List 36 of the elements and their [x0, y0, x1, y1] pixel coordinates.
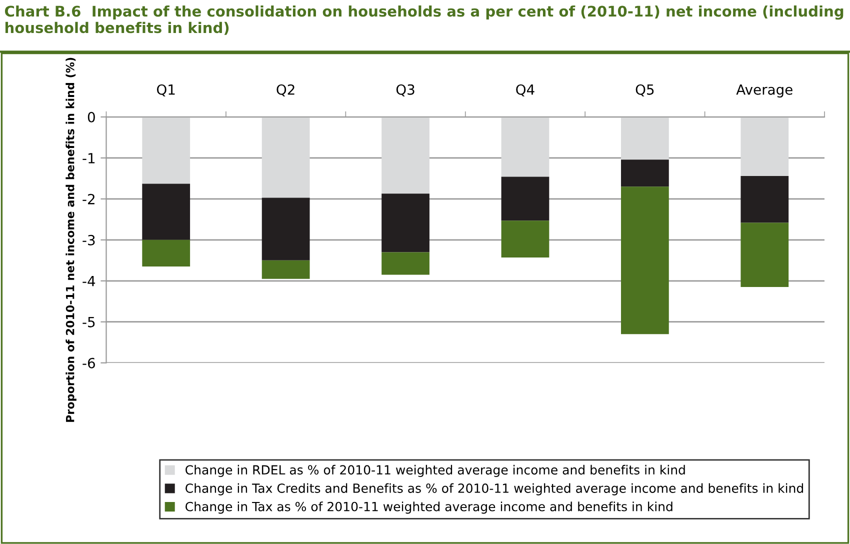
- bar: [501, 176, 550, 221]
- y-tick-label: 0: [88, 112, 95, 122]
- y-tick-label: -1: [82, 153, 95, 164]
- legend-label: Change in RDEL as % of 2010-11 weighted average income and benefits in kind: [186, 464, 685, 478]
- legend-label: Change in Tax as % of 2010-11 weighted average income and benefits in kind: [186, 502, 672, 514]
- y-tick-label: -3: [82, 234, 95, 246]
- y-tick-label: -5: [82, 317, 95, 328]
- x-tick-label: Average: [736, 84, 792, 98]
- bar: [501, 116, 550, 177]
- y-tick-label: -4: [82, 276, 96, 286]
- bar: [740, 176, 789, 223]
- x-tick-label: Q2: [276, 84, 294, 96]
- x-tick-label: Q3: [396, 84, 414, 96]
- bar: [142, 240, 190, 267]
- bar: [620, 116, 669, 160]
- bar: [382, 194, 430, 252]
- y-axis-title: Proportion of 2010-11 net income and benefits in kind (%): [66, 58, 76, 422]
- x-tick-label: Q1: [157, 84, 175, 96]
- legend-label: Change in Tax Credits and Benefits as % of 2010-11 weighted average income and benefits in kind: [186, 483, 804, 496]
- bar: [142, 116, 190, 184]
- y-tick-label: -2: [82, 194, 94, 204]
- bar: [740, 222, 789, 288]
- bar: [382, 252, 430, 275]
- bar: [620, 160, 669, 187]
- bar: [262, 198, 310, 260]
- bar: [262, 116, 310, 198]
- chart-title: Chart B.6 Impact of the consolidation on households as a per cent of (2010-11) net income (including household benefits in kind): [4, 5, 844, 35]
- bar: [382, 116, 430, 194]
- bar: [262, 260, 310, 279]
- x-tick-label: Q5: [636, 84, 654, 96]
- x-tick-label: Q4: [516, 84, 534, 96]
- y-tick-label: -6: [82, 358, 95, 368]
- bar: [142, 184, 190, 240]
- bar: [501, 220, 550, 258]
- bar: [620, 186, 669, 334]
- bar: [740, 116, 789, 176]
